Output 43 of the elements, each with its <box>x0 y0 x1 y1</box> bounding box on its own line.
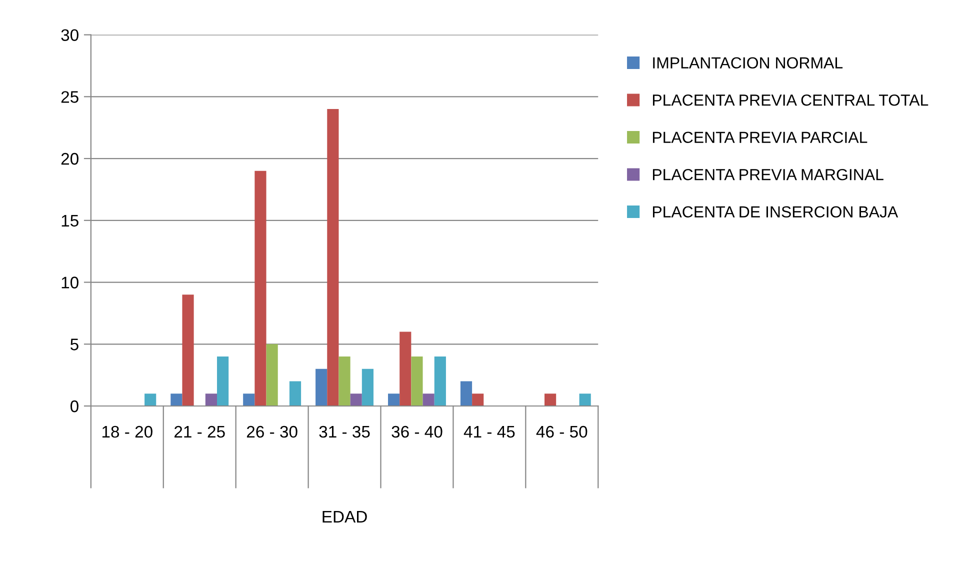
y-tick-label: 30 <box>61 29 78 42</box>
y-tick-label: 5 <box>70 338 78 350</box>
bar <box>144 394 156 406</box>
x-tick-label: 21 - 25 <box>174 426 225 438</box>
bar <box>205 394 217 406</box>
bar <box>254 170 266 406</box>
bar <box>411 356 423 406</box>
y-tick-label: 25 <box>61 91 78 103</box>
bar <box>422 394 434 406</box>
legend-label: PLACENTA PREVIA PARCIAL <box>652 132 868 144</box>
legend-label: PLACENTA DE INSERCION BAJA <box>652 206 898 218</box>
bar <box>266 344 278 406</box>
x-tick-label: 46 - 50 <box>536 426 588 438</box>
y-tick-label: 20 <box>61 152 78 165</box>
y-tick-label: 15 <box>62 214 78 227</box>
bar <box>350 394 362 406</box>
bar <box>170 394 182 406</box>
x-axis-title: EDAD <box>322 511 367 523</box>
x-tick-label: 36 - 40 <box>392 426 442 438</box>
bar <box>579 394 591 406</box>
legend-label: PLACENTA PREVIA CENTRAL TOTAL <box>652 94 928 106</box>
y-tick-label: 0 <box>70 400 78 412</box>
bar <box>243 394 255 406</box>
bar <box>362 368 374 406</box>
legend-label: IMPLANTACION NORMAL <box>653 57 843 69</box>
x-tick-label: 18 - 20 <box>102 426 152 438</box>
x-tick-label: 26 - 30 <box>246 426 298 438</box>
bar <box>338 356 350 406</box>
x-tick-label: 41 - 45 <box>464 426 515 438</box>
y-tick-label: 10 <box>62 276 78 288</box>
bar <box>182 294 194 406</box>
bar <box>316 368 328 406</box>
bar <box>327 109 339 406</box>
bar <box>544 394 556 406</box>
x-tick-label: 31 - 35 <box>319 426 370 438</box>
bar <box>400 332 412 406</box>
bar <box>434 356 446 406</box>
bar <box>472 394 484 406</box>
bar <box>388 394 400 406</box>
legend-label: PLACENTA PREVIA MARGINAL <box>652 168 884 180</box>
bar <box>216 356 229 406</box>
bar <box>460 381 472 406</box>
bar <box>289 381 302 406</box>
